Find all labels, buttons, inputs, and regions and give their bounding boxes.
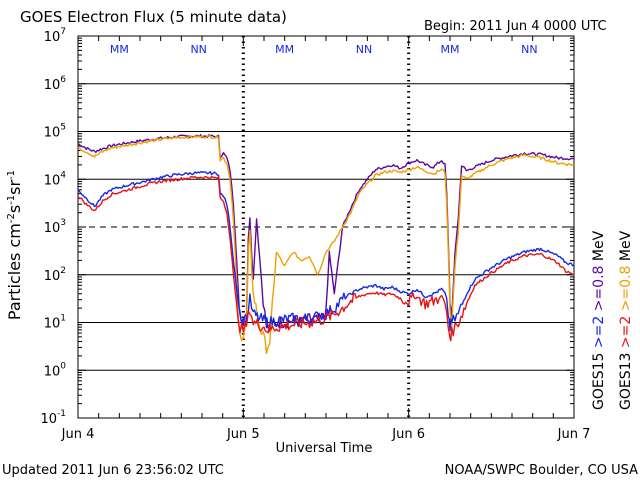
series-line	[77, 134, 575, 333]
legend-entry: MeV	[591, 230, 607, 265]
marker-m: MM	[110, 43, 129, 56]
series-line	[77, 134, 575, 355]
legend-goes13: GOES13 >=2 >=0.8 MeV	[618, 230, 634, 410]
marker-n: NN	[190, 43, 206, 56]
x-tick-label: Jun 7	[557, 427, 591, 442]
legend-entry: MeV	[618, 230, 634, 265]
marker-n: NN	[356, 43, 372, 56]
x-axis-label: Universal Time	[276, 441, 373, 456]
legend-entry: >=0.8	[618, 266, 634, 316]
legend-entry: >=2	[591, 316, 607, 353]
y-tick-label: 107	[44, 27, 66, 45]
x-tick-label: Jun 4	[61, 427, 95, 442]
y-tick-label: 106	[44, 75, 67, 93]
grid-lines	[78, 36, 574, 418]
y-tick-label: 100	[44, 361, 67, 379]
legend-entry: >=2	[618, 316, 634, 353]
begin-date: Begin: 2011 Jun 4 0000 UTC	[424, 19, 607, 34]
series-line	[77, 175, 575, 342]
y-tick-label: 103	[44, 218, 66, 236]
y-tick-label: 104	[44, 170, 67, 188]
legend-goes15: GOES15 >=2 >=0.8 MeV	[591, 230, 607, 410]
legend-entry: >=0.8	[591, 266, 607, 316]
source-credit: NOAA/SWPC Boulder, CO USA	[445, 463, 638, 478]
updated-timestamp: Updated 2011 Jun 6 23:56:02 UTC	[2, 463, 224, 478]
y-tick-label: 105	[44, 123, 66, 141]
x-tick-label: Jun 6	[391, 427, 425, 442]
marker-n: NN	[521, 43, 537, 56]
axes: 10-1 100 101 102 103 104 105 106 107 Jun 4 Jun 5 Ju…	[40, 27, 590, 442]
marker-m: MM	[441, 43, 460, 56]
marker-m: MM	[275, 43, 294, 56]
x-tick-label: Jun 5	[226, 427, 260, 442]
y-axis-label: Particles cm-2s-1sr-1	[5, 170, 24, 320]
chart-title: GOES Electron Flux (5 minute data)	[20, 8, 287, 26]
legend-entry: GOES13	[618, 353, 634, 410]
series-group	[77, 134, 575, 355]
y-tick-label: 102	[44, 266, 66, 284]
y-tick-label: 101	[44, 314, 66, 332]
legend-entry: GOES15	[591, 353, 607, 410]
series-line	[77, 170, 575, 332]
y-tick-label: 10-1	[40, 409, 66, 427]
